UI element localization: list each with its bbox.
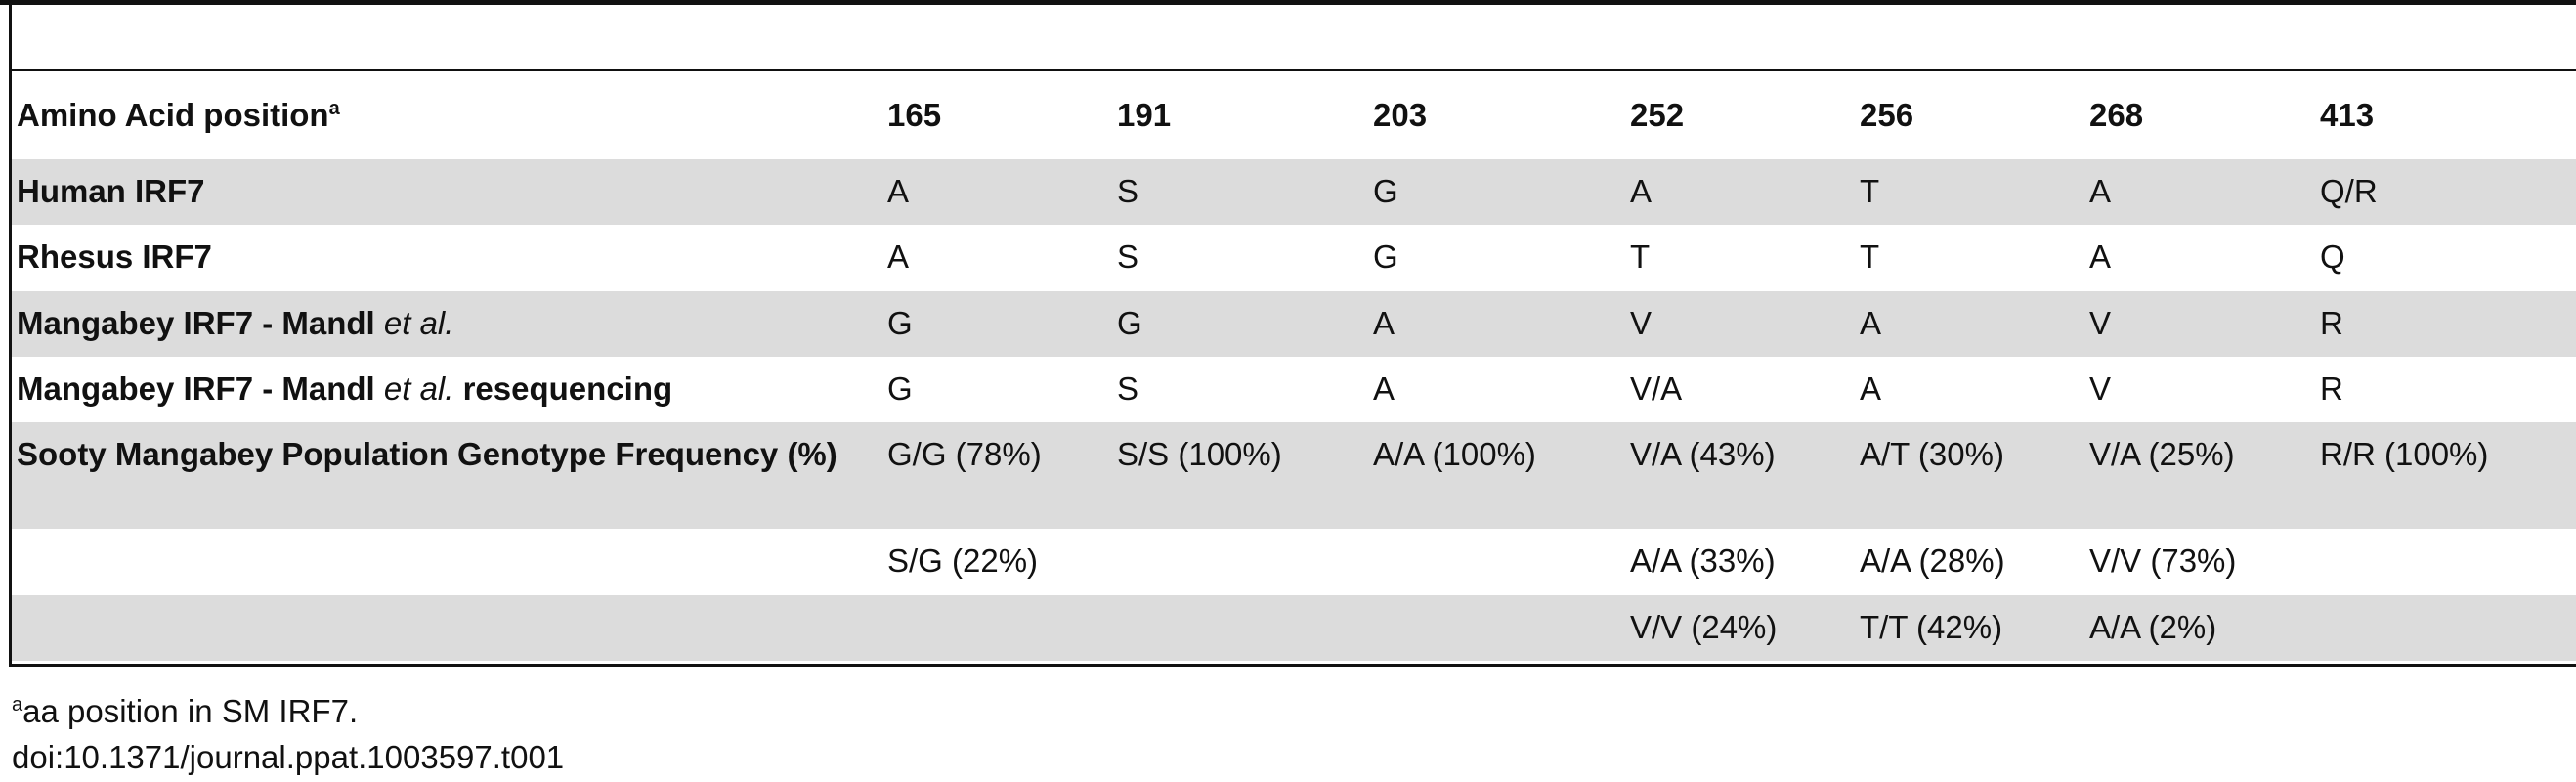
column-header: 256: [1860, 97, 1914, 133]
cell: A/A (33%): [1630, 543, 1776, 579]
footnote-text: aa position in SM IRF7.: [22, 693, 359, 729]
row-background: [12, 225, 2576, 291]
left-rule: [9, 0, 12, 666]
column-header: 203: [1373, 97, 1428, 133]
row-label-part: Human IRF7: [17, 173, 205, 209]
row-background: [12, 291, 2576, 357]
cell: A: [1860, 305, 1882, 341]
header-label-text: Amino Acid position: [17, 97, 329, 133]
cell: S: [1117, 239, 1139, 275]
cell: V/A (43%): [1630, 436, 1776, 472]
row-background: [12, 159, 2576, 225]
row-label-part: et al.: [383, 370, 454, 407]
row-label-part: Mangabey IRF7 - Mandl: [17, 305, 384, 341]
cell: T: [1860, 239, 1880, 275]
cell: V/V (73%): [2089, 543, 2237, 579]
header-rule: [9, 69, 2576, 71]
cell: S/S (100%): [1117, 436, 1282, 472]
row-label: Rhesus IRF7: [17, 235, 837, 280]
column-header: 165: [887, 97, 942, 133]
cell: T: [1630, 239, 1651, 275]
footnote-sup: a: [12, 694, 23, 716]
header-label-sup: a: [328, 98, 340, 119]
cell: A: [1373, 370, 1395, 407]
row-background: [12, 357, 2576, 422]
cell: R: [2320, 370, 2343, 407]
column-header: 413: [2320, 97, 2375, 133]
row-background: [12, 529, 2576, 595]
cell: S: [1117, 173, 1139, 209]
cell: A/T (30%): [1860, 436, 2004, 472]
cell: A/A (28%): [1860, 543, 2005, 579]
column-header: 252: [1630, 97, 1685, 133]
row-label: Mangabey IRF7 - Mandl et al. resequencin…: [17, 367, 837, 412]
cell: A: [1373, 305, 1395, 341]
row-label-part: Mangabey IRF7 - Mandl: [17, 370, 384, 407]
cell: T: [1860, 173, 1880, 209]
row-label-part: resequencing: [453, 370, 673, 407]
bottom-rule: [9, 664, 2576, 667]
cell: G: [1373, 173, 1398, 209]
cell: R/R (100%): [2320, 436, 2489, 472]
cell: Q/R: [2320, 173, 2378, 209]
cell: A/A (100%): [1373, 436, 1536, 472]
footnote: aaa position in SM IRF7.: [12, 689, 358, 734]
cell: V/A (25%): [2089, 436, 2235, 472]
cell: Q: [2320, 239, 2345, 275]
cell: V: [2089, 370, 2112, 407]
cell: A/A (2%): [2089, 609, 2217, 645]
cell: G: [887, 370, 913, 407]
cell: V/V (24%): [1630, 609, 1778, 645]
row-label-part: et al.: [383, 305, 454, 341]
row-label-part: Sooty Mangabey Population Genotype Frequ…: [17, 436, 837, 472]
cell: V: [1630, 305, 1653, 341]
cell: T/T (42%): [1860, 609, 2003, 645]
cell: S/G (22%): [887, 543, 1039, 579]
cell: A: [887, 239, 910, 275]
cell: V: [2089, 305, 2112, 341]
row-label: Sooty Mangabey Population Genotype Frequ…: [17, 432, 837, 477]
column-header: 191: [1117, 97, 1172, 133]
cell: A: [1630, 173, 1653, 209]
cell: A: [2089, 239, 2112, 275]
cell: A: [1860, 370, 1882, 407]
cell: G: [1117, 305, 1142, 341]
row-label-part: Rhesus IRF7: [17, 239, 212, 275]
row-label: Human IRF7: [17, 169, 837, 214]
row-label: Mangabey IRF7 - Mandl et al.: [17, 301, 837, 346]
header-label: Amino Acid positiona: [17, 93, 340, 138]
row-background: [12, 595, 2576, 661]
doi: doi:10.1371/journal.ppat.1003597.t001: [12, 739, 565, 775]
cell: G/G (78%): [887, 436, 1042, 472]
row-background: [12, 422, 2576, 529]
cell: G: [1373, 239, 1398, 275]
column-header: 268: [2089, 97, 2144, 133]
cell: A: [2089, 173, 2112, 209]
top-rule: [0, 0, 2576, 5]
cell: A: [887, 173, 910, 209]
cell: S: [1117, 370, 1139, 407]
cell: V/A: [1630, 370, 1683, 407]
cell: G: [887, 305, 913, 341]
cell: R: [2320, 305, 2343, 341]
